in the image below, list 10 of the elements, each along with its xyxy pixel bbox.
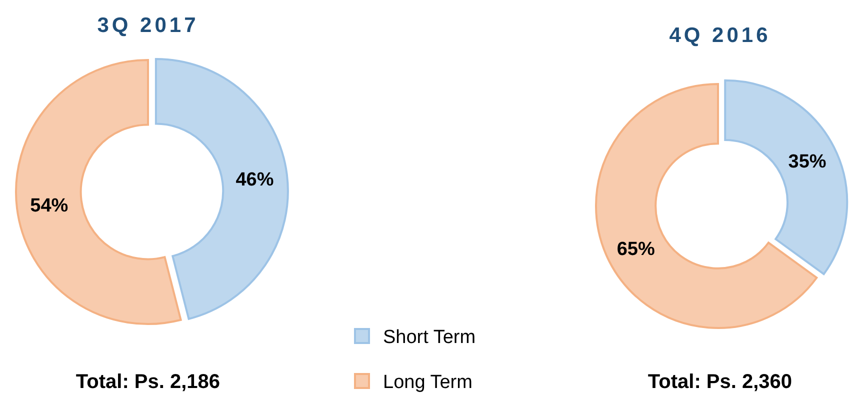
- data-label: 46%: [236, 170, 274, 191]
- chart-title: 3Q 2017: [97, 14, 199, 37]
- data-label: 54%: [30, 195, 68, 216]
- text: Total: Ps. 2,186: [76, 371, 220, 393]
- text: Total: Ps. 2,360: [648, 371, 792, 393]
- legend-label: Short Term: [383, 327, 476, 348]
- chart-title: 4Q 2016: [669, 24, 771, 47]
- legend-label: Long Term: [383, 372, 472, 393]
- data-label: 65%: [616, 238, 655, 260]
- data-label: 35%: [788, 152, 826, 173]
